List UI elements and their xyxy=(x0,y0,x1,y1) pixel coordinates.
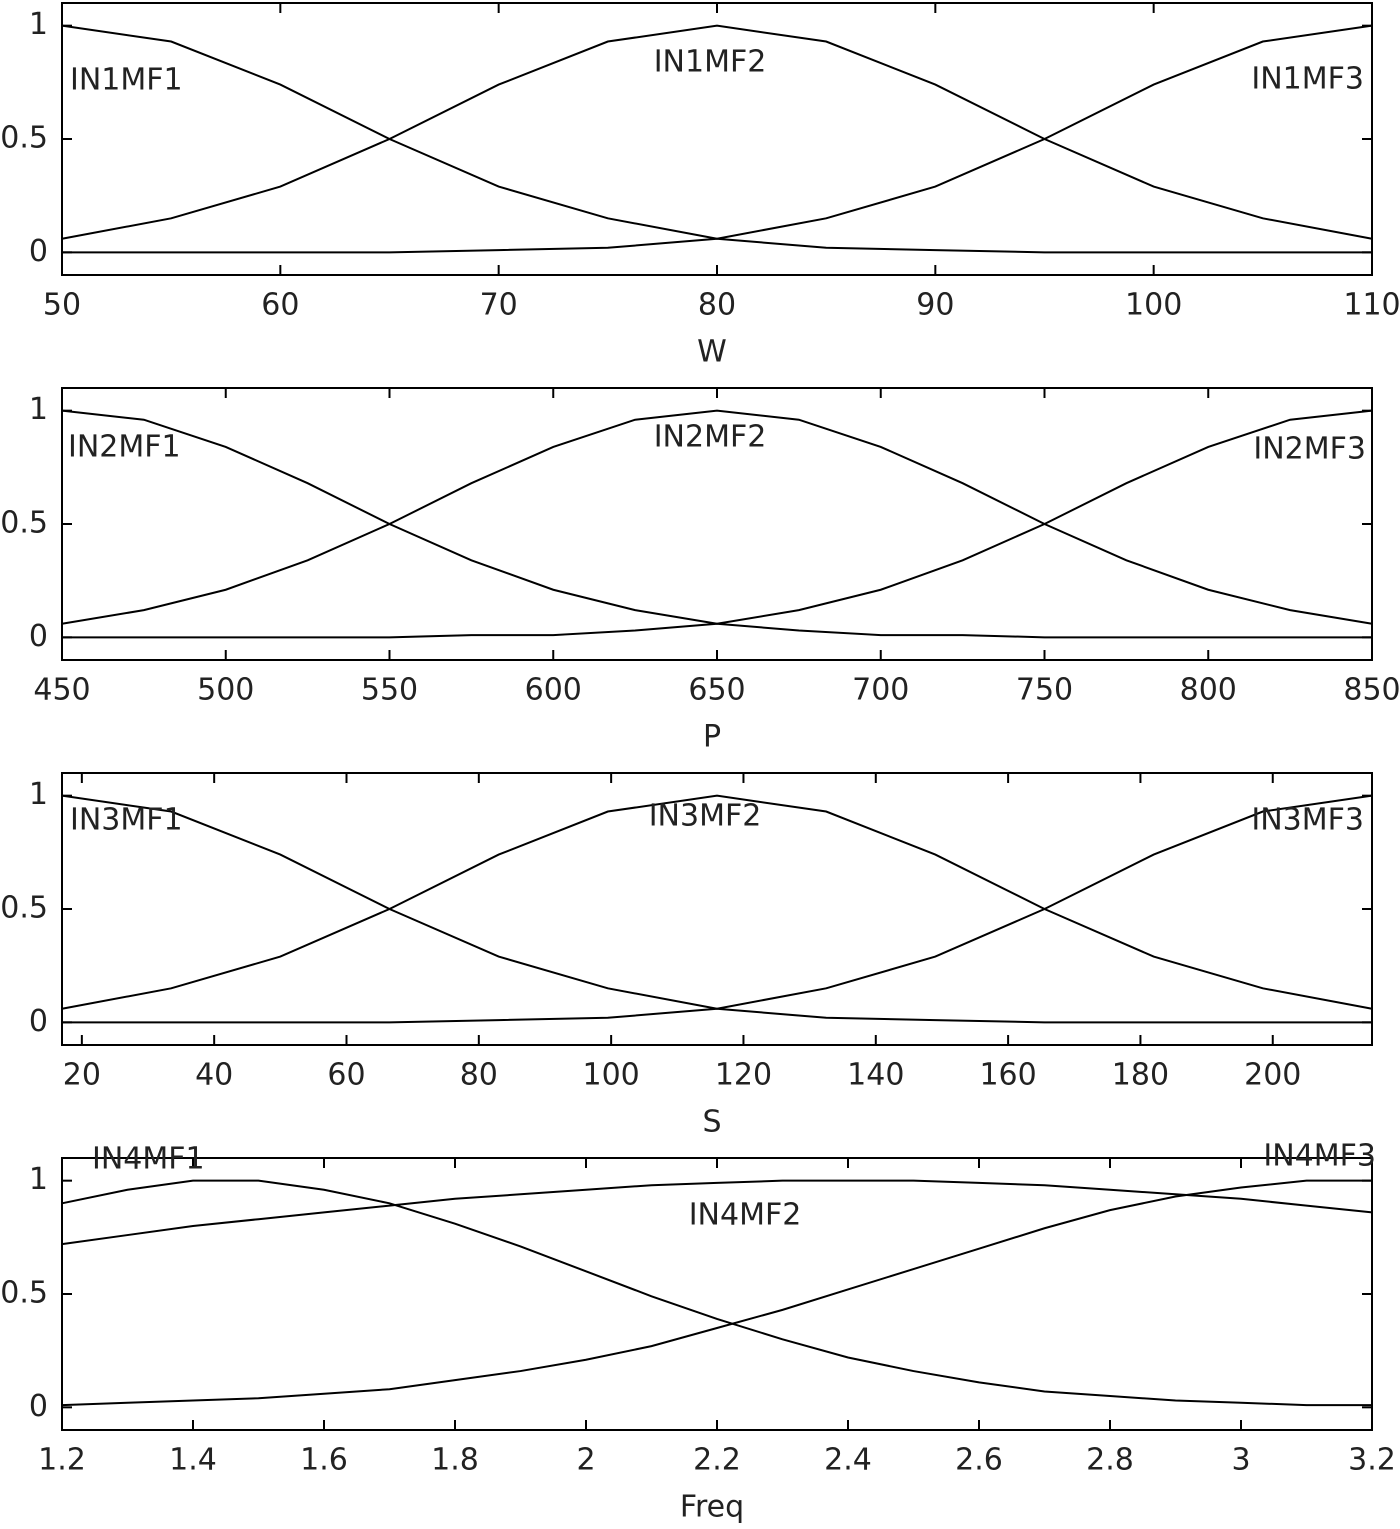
x-tick-label: 700 xyxy=(852,673,909,708)
x-tick-label: 160 xyxy=(979,1058,1036,1093)
x-tick-label: 180 xyxy=(1112,1058,1169,1093)
y-tick-label: 1 xyxy=(29,1162,48,1197)
y-tick-label: 0.5 xyxy=(0,891,48,926)
x-tick-label: 450 xyxy=(33,673,90,708)
x-tick-label: 3.2 xyxy=(1348,1443,1396,1478)
mf-curve xyxy=(61,24,1373,240)
y-tick-label: 0 xyxy=(29,234,48,269)
x-tick-label: 40 xyxy=(195,1058,233,1093)
x-tick-label: 100 xyxy=(1125,288,1182,323)
mf-curve xyxy=(61,1179,1372,1407)
y-tick-label: 0 xyxy=(29,619,48,654)
x-axis-label: W xyxy=(697,335,727,370)
x-tick-label: 2.4 xyxy=(824,1443,872,1478)
x-tick-label: 2.8 xyxy=(1086,1443,1134,1478)
x-tick-label: 50 xyxy=(43,288,81,323)
x-tick-label: 1.4 xyxy=(169,1443,217,1478)
x-tick-label: 1.8 xyxy=(431,1443,479,1478)
mf-label: IN1MF2 xyxy=(654,45,767,80)
mf-label: IN4MF2 xyxy=(689,1198,802,1233)
x-tick-label: 500 xyxy=(197,673,254,708)
mf-curve xyxy=(61,1179,1372,1407)
x-tick-label: 1.6 xyxy=(300,1443,348,1478)
x-tick-label: 550 xyxy=(361,673,418,708)
y-tick-label: 0.5 xyxy=(0,121,48,156)
x-tick-label: 1.2 xyxy=(38,1443,86,1478)
y-tick-label: 0 xyxy=(29,1389,48,1424)
x-tick-label: 2 xyxy=(576,1443,595,1478)
y-tick-label: 0.5 xyxy=(0,506,48,541)
mf-curve xyxy=(62,409,1373,639)
x-tick-label: 600 xyxy=(525,673,582,708)
mf-label: IN4MF1 xyxy=(92,1142,205,1177)
mf-curve xyxy=(61,1179,1373,1246)
x-axis-label: P xyxy=(703,720,721,755)
x-tick-label: 750 xyxy=(1016,673,1073,708)
x-tick-label: 100 xyxy=(583,1058,640,1093)
x-tick-label: 650 xyxy=(688,673,745,708)
x-tick-label: 80 xyxy=(698,288,736,323)
y-tick-label: 1 xyxy=(29,392,48,427)
x-tick-label: 20 xyxy=(63,1058,101,1093)
mf-curve xyxy=(62,24,1373,254)
mf-label: IN4MF3 xyxy=(1263,1139,1376,1174)
x-tick-label: 60 xyxy=(261,288,299,323)
mf-curve xyxy=(61,409,1373,625)
y-tick-label: 1 xyxy=(29,7,48,42)
x-tick-label: 90 xyxy=(916,288,954,323)
x-tick-label: 2.6 xyxy=(955,1443,1003,1478)
mf-label: IN2MF2 xyxy=(654,420,767,455)
mf-label: IN2MF1 xyxy=(68,430,181,465)
mf-label: IN3MF3 xyxy=(1251,803,1364,838)
mf-label: IN1MF1 xyxy=(70,63,183,98)
mf-label: IN2MF3 xyxy=(1253,432,1366,467)
y-tick-label: 0.5 xyxy=(0,1276,48,1311)
mf-curve xyxy=(62,794,1373,1024)
y-tick-label: 1 xyxy=(29,777,48,812)
x-tick-label: 140 xyxy=(847,1058,904,1093)
x-axis-label: S xyxy=(702,1105,721,1140)
x-tick-label: 800 xyxy=(1180,673,1237,708)
x-tick-label: 200 xyxy=(1244,1058,1301,1093)
x-tick-label: 80 xyxy=(460,1058,498,1093)
x-tick-label: 60 xyxy=(327,1058,365,1093)
y-tick-label: 0 xyxy=(29,1004,48,1039)
x-tick-label: 120 xyxy=(715,1058,772,1093)
mf-label: IN3MF2 xyxy=(649,799,762,834)
x-tick-label: 850 xyxy=(1343,673,1400,708)
mf-label: IN3MF1 xyxy=(70,803,183,838)
x-tick-label: 110 xyxy=(1343,288,1400,323)
x-tick-label: 2.2 xyxy=(693,1443,741,1478)
x-tick-label: 3 xyxy=(1231,1443,1250,1478)
x-axis-label: Freq xyxy=(680,1490,744,1525)
x-tick-label: 70 xyxy=(480,288,518,323)
mf-label: IN1MF3 xyxy=(1251,62,1364,97)
mf-curve xyxy=(61,794,1373,1010)
